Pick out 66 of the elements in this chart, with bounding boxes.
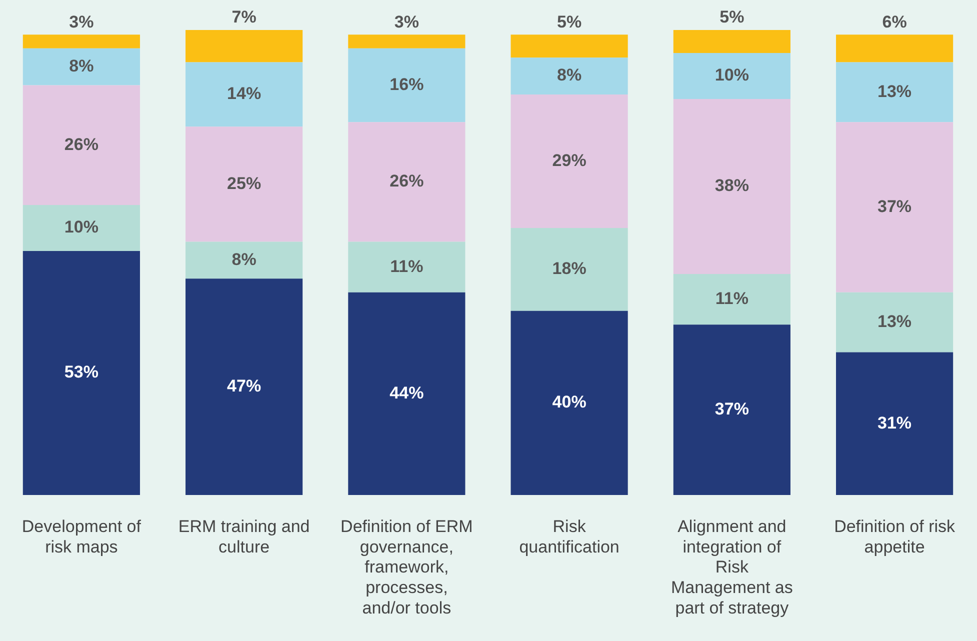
bar [836, 62, 954, 122]
bar [510, 58, 628, 94]
data-label: 3% [69, 12, 94, 32]
bar [673, 53, 790, 100]
bar [836, 292, 954, 352]
bar [348, 48, 466, 122]
bar [348, 242, 466, 292]
data-label: 11% [715, 289, 748, 308]
bar [22, 48, 140, 86]
data-label: 38% [714, 176, 749, 196]
bar [22, 85, 140, 205]
data-label: 31% [878, 413, 912, 432]
bar [673, 30, 790, 54]
data-label: 40% [552, 392, 586, 412]
bar [186, 62, 303, 127]
bar [186, 278, 303, 495]
data-label: 5% [720, 8, 744, 27]
data-label: 7% [232, 8, 256, 27]
bar [510, 34, 628, 58]
data-label: 44% [390, 383, 424, 402]
bar [22, 204, 140, 251]
data-label: 11% [390, 256, 424, 276]
x-tick-label: Alignment and integration of Risk Management as part of strategy [670, 516, 793, 618]
bar [186, 30, 303, 62]
data-label: 10% [64, 218, 98, 237]
bar [22, 250, 140, 495]
data-label: 37% [714, 400, 749, 419]
data-label: 14% [227, 84, 262, 104]
data-label: 53% [64, 362, 98, 382]
bar [836, 122, 954, 292]
data-label: 37% [878, 196, 912, 216]
x-tick-label: Definition of risk appetite [834, 516, 956, 556]
x-tick-label: ERM training and culture [178, 516, 310, 556]
bar [186, 126, 303, 242]
bar [510, 94, 628, 228]
bar [673, 99, 790, 274]
bar [510, 228, 628, 311]
data-label: 13% [878, 312, 912, 332]
bar [348, 292, 466, 495]
x-tick-label: Risk quantification [519, 516, 620, 556]
data-label: 25% [227, 174, 262, 193]
data-label: 5% [557, 12, 582, 32]
data-label: 26% [390, 172, 424, 191]
data-label: 13% [878, 82, 912, 101]
data-label: 47% [227, 376, 262, 396]
data-label: 16% [390, 74, 424, 94]
bar [510, 310, 628, 495]
data-label: 8% [69, 56, 94, 76]
data-label: 8% [232, 250, 256, 269]
bar [673, 274, 790, 325]
data-label: 18% [552, 259, 586, 278]
bar [836, 352, 954, 495]
data-label: 26% [64, 134, 98, 154]
bar [836, 34, 954, 62]
data-label: 6% [882, 12, 907, 32]
x-tick-label: Development of risk maps [22, 516, 142, 556]
bar [186, 242, 303, 279]
data-label: 10% [714, 66, 749, 85]
data-label: 8% [557, 66, 582, 85]
data-label: 29% [552, 150, 586, 170]
bar [348, 34, 466, 48]
bar [348, 122, 466, 242]
data-label: 3% [394, 12, 419, 32]
bar [22, 34, 140, 48]
x-tick-label: Definition of ERM governance, framework, processes, and/or tools [340, 516, 473, 618]
bar [673, 324, 790, 495]
